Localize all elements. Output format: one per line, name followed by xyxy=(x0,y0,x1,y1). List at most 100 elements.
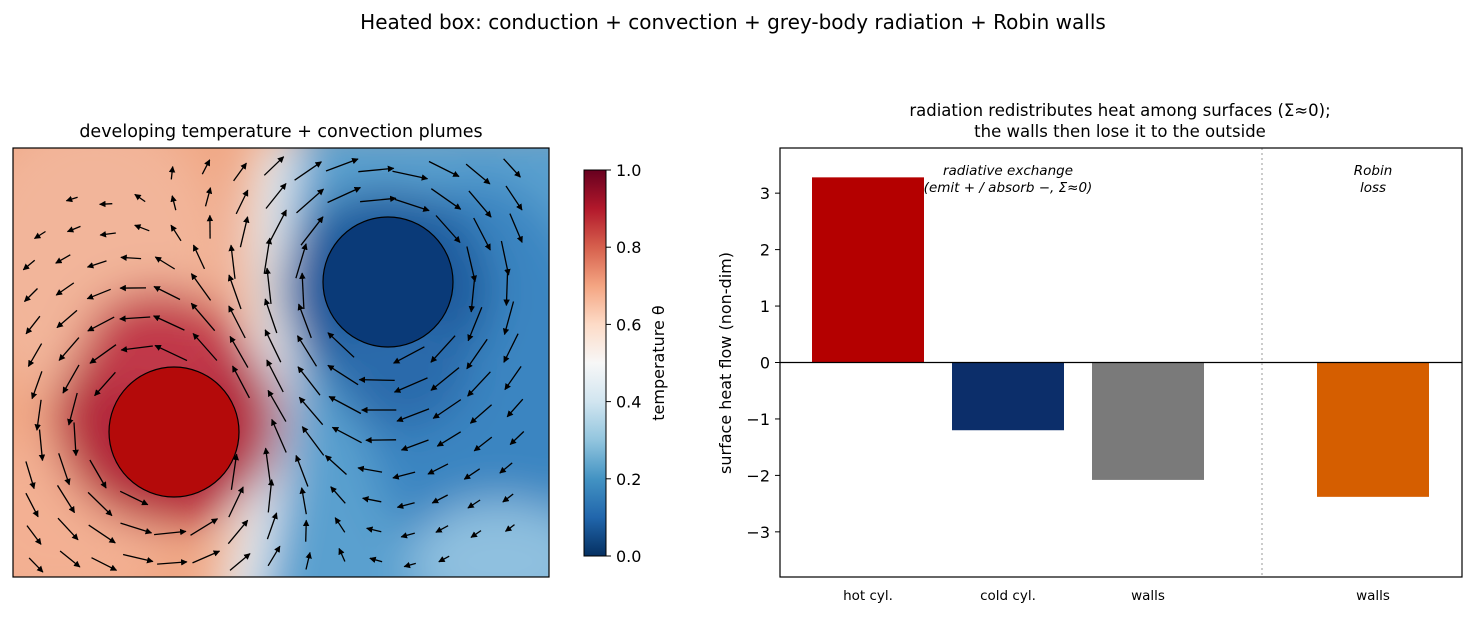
velocity-arrow xyxy=(192,244,206,270)
velocity-arrow xyxy=(327,364,359,386)
velocity-arrow xyxy=(190,518,219,536)
velocity-arrow xyxy=(134,193,146,203)
heatmap-frame xyxy=(12,147,550,578)
velocity-arrow xyxy=(502,301,515,336)
velocity-arrow xyxy=(468,190,492,218)
velocity-arrow xyxy=(504,524,515,532)
velocity-arrow xyxy=(87,491,113,517)
velocity-arrow xyxy=(66,225,81,233)
bar-2 xyxy=(952,362,1064,431)
velocity-arrow xyxy=(330,486,346,504)
velocity-arrow xyxy=(56,485,76,514)
velocity-arrow xyxy=(99,200,113,208)
velocity-arrow xyxy=(192,550,221,564)
velocity-arrow xyxy=(271,418,287,453)
velocity-arrow xyxy=(229,335,249,368)
velocity-arrow xyxy=(267,478,275,513)
velocity-arrow xyxy=(22,259,36,271)
velocity-arrow xyxy=(328,395,362,415)
velocity-arrow xyxy=(504,366,522,391)
velocity-arrow xyxy=(403,561,416,569)
velocity-arrow xyxy=(360,195,397,203)
y-tick-label: 2 xyxy=(760,241,770,260)
velocity-arrow xyxy=(392,471,416,480)
velocity-arrow xyxy=(31,371,43,400)
bar-title-line-1: radiation redistributes heat among surfa… xyxy=(909,101,1330,120)
velocity-arrow xyxy=(59,550,81,568)
velocity-arrow xyxy=(227,519,249,545)
velocity-arrow xyxy=(436,431,462,447)
velocity-arrow xyxy=(94,371,116,397)
x-tick-label: hot cyl. xyxy=(843,588,893,604)
velocity-arrow xyxy=(88,524,116,544)
velocity-arrow xyxy=(170,195,177,211)
bar-3 xyxy=(1092,362,1204,480)
velocity-arrow xyxy=(228,486,244,518)
velocity-arrow xyxy=(89,344,117,364)
velocity-arrow xyxy=(230,453,239,490)
velocity-arrow xyxy=(466,338,488,370)
velocity-arrow xyxy=(506,398,524,418)
y-tick-label: 0 xyxy=(760,354,770,373)
colorbar-tick-label: 0.2 xyxy=(616,470,641,489)
velocity-arrow xyxy=(266,512,278,540)
velocity-arrow xyxy=(67,392,78,426)
velocity-arrow xyxy=(509,431,525,445)
velocity-arrow xyxy=(400,439,429,452)
velocity-arrow xyxy=(468,276,476,313)
velocity-arrow xyxy=(233,162,247,182)
bar-plot-frame xyxy=(779,147,1463,578)
bar-title-line-2: the walls then lose it to the outside xyxy=(974,122,1266,141)
velocity-arrow xyxy=(55,254,71,264)
velocity-arrow xyxy=(65,195,78,203)
temperature-field xyxy=(13,148,549,577)
heatmap-panel: developing temperature + convection plum… xyxy=(12,122,550,578)
velocity-arrow xyxy=(358,376,395,383)
velocity-arrow xyxy=(500,240,511,276)
velocity-arrow xyxy=(503,270,510,307)
velocity-arrow xyxy=(153,285,181,301)
velocity-arrow xyxy=(28,557,44,573)
velocity-arrow xyxy=(357,465,383,473)
velocity-arrow xyxy=(431,494,448,504)
colorbar: 0.0 0.2 0.4 0.6 0.8 1.0 temperature θ xyxy=(583,161,668,566)
colorbar-tick-label: 0.0 xyxy=(616,547,641,566)
velocity-arrow xyxy=(86,288,111,300)
velocity-arrow xyxy=(25,315,41,335)
velocity-arrow xyxy=(428,160,460,178)
velocity-arrow xyxy=(299,272,306,310)
y-tick-label: 1 xyxy=(760,297,770,316)
velocity-arrow xyxy=(264,267,272,304)
velocity-arrow xyxy=(467,371,491,397)
velocity-arrow xyxy=(120,345,153,353)
velocity-arrow xyxy=(33,230,46,240)
bars xyxy=(812,177,1429,497)
velocity-arrow xyxy=(154,528,187,536)
velocity-arrow xyxy=(473,436,493,452)
velocity-arrow xyxy=(26,525,42,545)
velocity-arrow xyxy=(168,165,176,180)
colorbar-tick-label: 0.4 xyxy=(616,393,641,412)
velocity-arrow xyxy=(266,359,284,393)
y-axis-ticks: 3 2 1 0 −1 −2 −3 xyxy=(746,184,780,542)
velocity-arrow xyxy=(56,309,78,329)
velocity-arrow xyxy=(296,335,318,367)
velocity-arrow xyxy=(469,404,493,424)
velocity-arrow xyxy=(295,454,309,487)
bar-1 xyxy=(812,177,924,363)
velocity-arrow xyxy=(89,459,107,489)
velocity-arrow xyxy=(298,396,324,426)
velocity-arrow xyxy=(58,453,71,486)
colorbar-tick-label: 0.8 xyxy=(616,238,641,257)
velocity-arrow xyxy=(228,244,236,279)
velocity-arrow xyxy=(57,517,79,541)
velocity-arrow xyxy=(362,496,382,503)
velocity-arrow xyxy=(170,224,182,242)
cold-cylinder xyxy=(322,216,454,348)
velocity-arrow xyxy=(34,399,42,431)
velocity-arrow xyxy=(134,224,150,232)
velocity-arrow xyxy=(392,170,429,181)
velocity-arrow xyxy=(358,165,395,173)
velocity-arrow xyxy=(120,522,153,535)
velocity-arrow xyxy=(229,553,251,571)
